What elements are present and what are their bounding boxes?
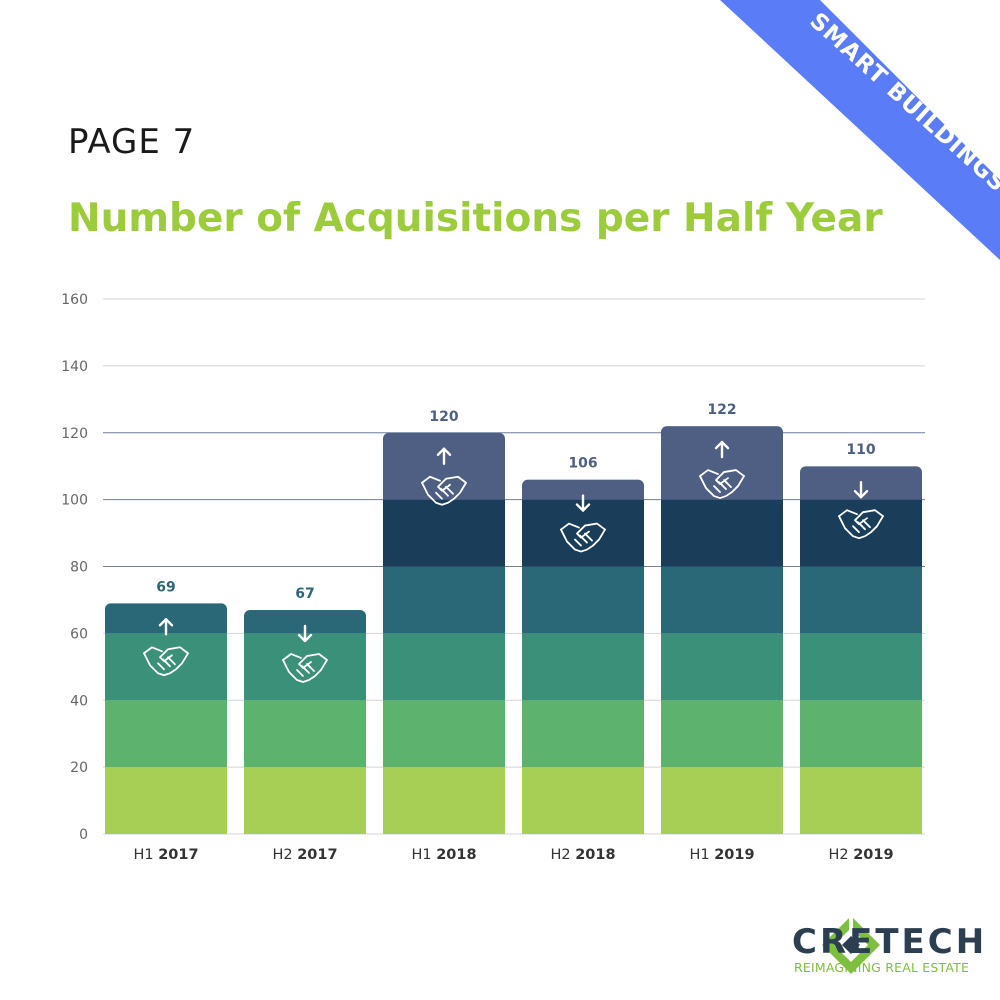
bar-segment — [522, 767, 644, 834]
page-label: PAGE 7 — [68, 122, 196, 162]
bar: 69 — [105, 579, 227, 834]
x-tick-label: H1 2019 — [689, 847, 754, 863]
y-axis-ticks: 0 20 40 60 80 100 120 140 160 — [61, 292, 88, 843]
bar-segment — [383, 700, 505, 768]
y-tick-label: 100 — [61, 493, 88, 509]
building-icon — [912, 16, 986, 89]
x-tick-label: H2 2017 — [272, 847, 337, 863]
bar-segment — [105, 767, 227, 834]
bar: 106 — [522, 456, 644, 834]
x-axis-ticks: H1 2017 H2 2017 H1 2018 H2 2018 H1 2019 H2 20… — [133, 847, 893, 863]
x-tick-label: H1 2018 — [411, 847, 476, 863]
bar-segment — [522, 566, 644, 634]
data-label: 69 — [156, 579, 175, 595]
arrow-down-icon — [853, 480, 869, 499]
bar-segment — [244, 767, 366, 834]
bar: 67 — [244, 586, 366, 834]
bar: 110 — [800, 442, 922, 834]
data-label: 106 — [568, 456, 597, 472]
x-tick-label: H1 2017 — [133, 847, 198, 863]
y-tick-label: 20 — [70, 760, 88, 776]
handshake-icon — [282, 653, 328, 683]
y-tick-label: 160 — [61, 292, 88, 308]
chart-bars: 69 67 120 106 122 110 — [105, 402, 922, 834]
bar-segment — [800, 767, 922, 834]
bar-segment — [661, 633, 783, 701]
bar-segment — [522, 633, 644, 701]
logo-tagline: REIMAGINING REAL ESTATE — [794, 960, 970, 975]
bar-segment — [244, 609, 366, 634]
bar-segment — [383, 767, 505, 834]
x-tick-label: H2 2019 — [828, 847, 893, 863]
bar: 120 — [383, 409, 505, 834]
banner-ribbon — [720, 0, 1000, 260]
y-tick-label: 60 — [70, 626, 88, 642]
arrow-down-icon — [575, 494, 591, 512]
handshake-icon — [699, 469, 745, 499]
bar-segment — [661, 566, 783, 634]
bar-segment — [105, 700, 227, 768]
y-tick-label: 0 — [79, 827, 88, 843]
data-label: 110 — [846, 442, 875, 458]
handshake-icon — [143, 646, 189, 677]
x-tick-label: H2 2018 — [550, 847, 615, 863]
smart-buildings-banner: SMART BUILDINGS — [720, 0, 1000, 260]
y-tick-label: 120 — [61, 426, 88, 442]
bar-segment — [800, 633, 922, 701]
handshake-icon — [560, 522, 606, 553]
arrow-up-icon — [158, 618, 174, 636]
handshake-icon — [421, 475, 467, 506]
y-tick-label: 140 — [61, 359, 88, 375]
y-tick-label: 40 — [70, 693, 88, 709]
chart-grid — [103, 298, 925, 835]
bar-segment — [661, 700, 783, 768]
cretech-logo-icon — [822, 916, 880, 974]
logo-name: CRETECH — [792, 922, 988, 962]
bar-segment — [383, 633, 505, 701]
bar-segment — [244, 700, 366, 768]
bar: 122 — [661, 402, 783, 834]
bar-segment — [522, 700, 644, 768]
chart-title: Number of Acquisitions per Half Year — [68, 196, 883, 241]
bar-segment — [105, 633, 227, 701]
data-label: 120 — [429, 409, 458, 425]
bar-segment — [383, 499, 505, 567]
arrow-down-icon — [297, 624, 313, 643]
bar-segment — [383, 566, 505, 634]
bar-segment — [522, 479, 644, 500]
y-tick-label: 80 — [70, 560, 88, 576]
arrow-up-icon — [714, 440, 730, 459]
bar-segment — [800, 700, 922, 768]
bar-segment — [661, 426, 783, 500]
arrow-up-icon — [436, 447, 452, 465]
data-label: 67 — [295, 586, 314, 602]
bar-segment — [661, 499, 783, 567]
bar-segment — [661, 767, 783, 834]
data-label: 122 — [707, 402, 736, 418]
handshake-icon — [838, 509, 884, 540]
bar-segment — [800, 566, 922, 634]
bar-segment — [800, 499, 922, 567]
